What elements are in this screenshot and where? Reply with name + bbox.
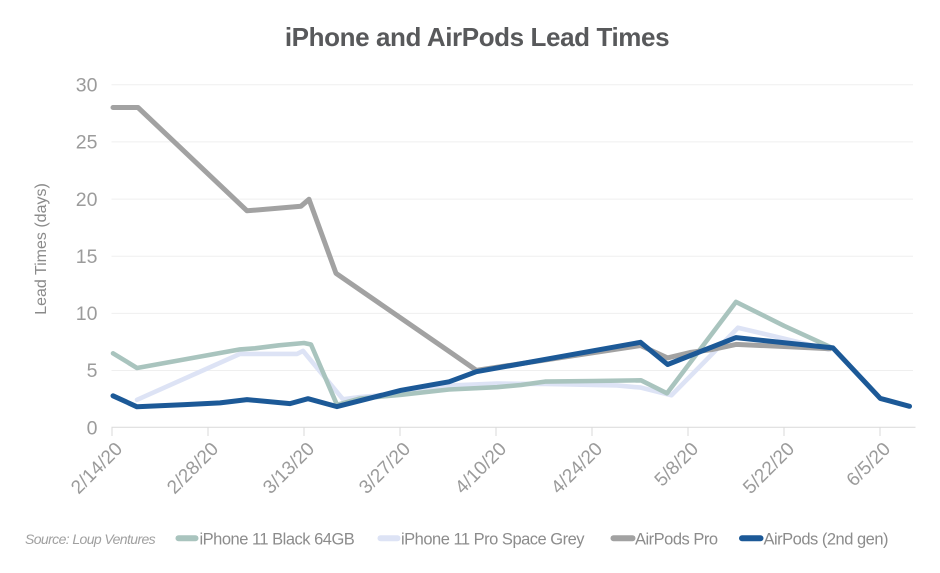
svg-text:iPhone 11 Black 64GB: iPhone 11 Black 64GB — [200, 530, 355, 548]
svg-text:5: 5 — [87, 360, 98, 382]
svg-text:10: 10 — [76, 303, 98, 325]
svg-text:AirPods Pro: AirPods Pro — [635, 530, 718, 548]
svg-text:25: 25 — [76, 132, 98, 154]
svg-text:AirPods (2nd gen): AirPods (2nd gen) — [764, 530, 889, 548]
svg-text:Source: Loup Ventures: Source: Loup Ventures — [25, 531, 156, 547]
svg-text:Lead Times (days): Lead Times (days) — [33, 183, 50, 315]
svg-text:30: 30 — [76, 74, 98, 96]
svg-text:iPhone 11 Pro Space Grey: iPhone 11 Pro Space Grey — [401, 530, 585, 548]
svg-text:iPhone and AirPods Lead Times: iPhone and AirPods Lead Times — [285, 22, 669, 52]
svg-text:0: 0 — [87, 417, 98, 439]
svg-text:20: 20 — [76, 189, 98, 211]
svg-text:15: 15 — [76, 246, 98, 268]
